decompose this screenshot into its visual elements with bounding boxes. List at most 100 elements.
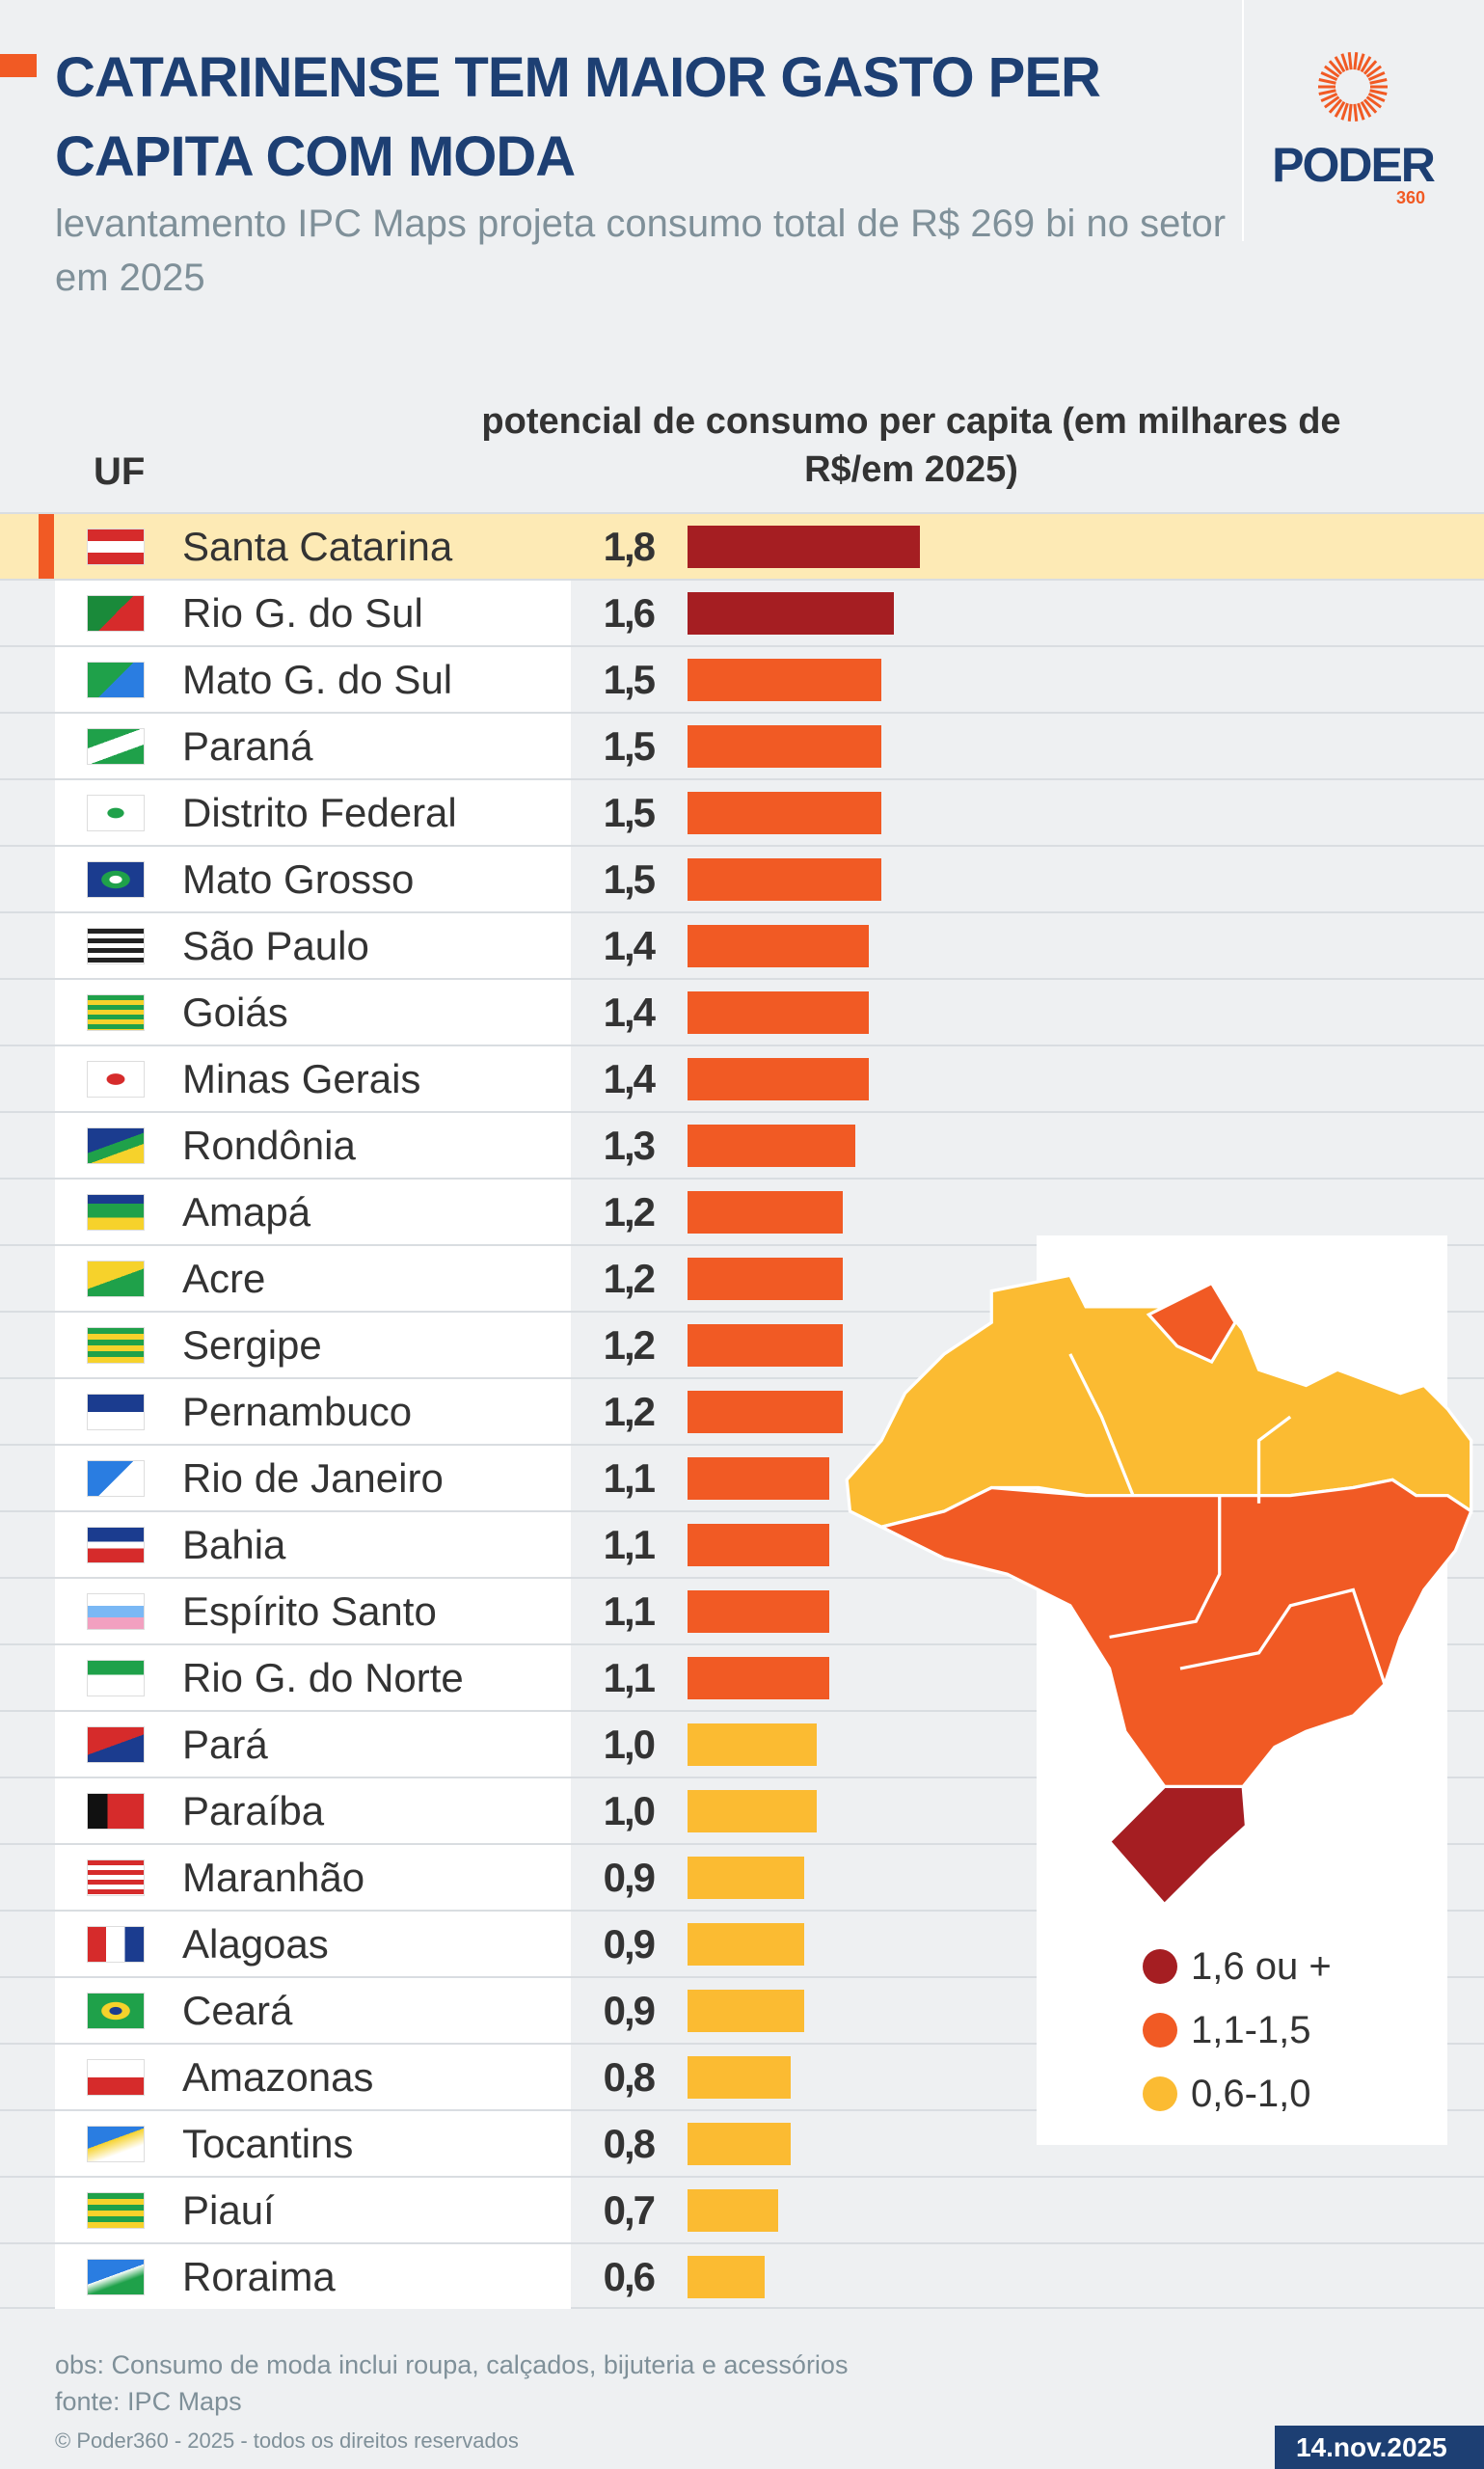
table-row: Rio G. do Norte 1,1 [0,1643,1484,1710]
state-flag-icon [87,928,145,964]
table-row: Paraná 1,5 [0,712,1484,778]
state-name: Acre [182,1256,266,1301]
state-name: Tocantins [182,2121,354,2166]
bar [688,991,869,1034]
state-flag-icon [87,1460,145,1497]
value-label: 0,9 [603,1988,656,2033]
value-label: 1,6 [603,590,656,636]
value-label: 0,8 [603,2121,656,2166]
bar [688,1391,843,1433]
table-row: Rio G. do Sul 1,6 [0,579,1484,645]
state-name: Paraíba [182,1788,325,1833]
bar [688,1324,843,1367]
state-flag-icon [87,1394,145,1430]
state-flag-icon [87,861,145,898]
legend-label: 1,6 ou + [1191,1945,1332,1988]
value-label: 1,3 [603,1123,656,1168]
bar [688,1857,804,1899]
state-name: Maranhão [182,1855,365,1900]
state-flag-icon [87,1261,145,1297]
state-name: Paraná [182,723,313,769]
state-flag-icon [87,1726,145,1763]
state-flag-icon [87,2059,145,2096]
legend-item: 1,6 ou + [1143,1944,1332,1989]
sun-icon [1318,52,1388,122]
state-name: Amapá [182,1189,311,1234]
value-label: 1,8 [603,524,656,569]
title-accent [0,54,37,77]
value-label: 1,4 [603,990,656,1035]
footnote-source: fonte: IPC Maps [55,2387,242,2416]
table-row: Minas Gerais 1,4 [0,1045,1484,1111]
state-name: Ceará [182,1988,293,2033]
state-name: Rondônia [182,1123,356,1168]
bar [688,1723,817,1766]
bar [688,1125,856,1167]
state-flag-icon [87,1859,145,1896]
state-name: Mato G. do Sul [182,657,453,702]
legend-label: 1,1-1,5 [1191,2009,1311,2051]
footnote-obs: obs: Consumo de moda inclui roupa, calça… [55,2350,849,2379]
bar [688,1923,804,1966]
table-row: Distrito Federal 1,5 [0,778,1484,845]
map-border [1256,1415,1292,1504]
table-row: Amapá 1,2 [0,1178,1484,1244]
value-label: 0,9 [603,1855,656,1900]
table-row: Paraíba 1,0 [0,1777,1484,1843]
state-flag-icon [87,1327,145,1364]
bar [688,725,881,768]
state-name: Rio G. do Sul [182,590,423,636]
state-name: São Paulo [182,923,369,968]
value-label: 0,6 [603,2254,656,2299]
bar [688,792,881,834]
value-label: 0,7 [603,2187,656,2233]
state-name: Distrito Federal [182,790,457,835]
bar [688,1990,804,2032]
page-title: CATARINENSE TEM MAIOR GASTO PER CAPITA C… [55,46,1101,188]
state-flag-icon [87,994,145,1031]
bar [688,2123,792,2165]
state-flag-icon [87,1527,145,1563]
map-border [1179,1587,1387,1685]
bar [688,1058,869,1100]
value-label: 1,1 [603,1588,656,1634]
state-flag-icon [87,795,145,831]
table-row: Pará 1,0 [0,1710,1484,1777]
state-flag-icon [87,1926,145,1963]
value-label: 1,4 [603,1056,656,1101]
legend-item: 0,6-1,0 [1143,2072,1311,2116]
value-label: 0,9 [603,1921,656,1967]
table-row: Sergipe 1,2 [0,1311,1484,1377]
brazil-map-panel: 1,6 ou + 1,1-1,5 0,6-1,0 [845,1235,1473,2145]
bar [688,592,895,635]
state-name: Espírito Santo [182,1588,437,1634]
state-name: Bahia [182,1522,286,1567]
map-region-low [845,1273,1473,1529]
state-name: Rio de Janeiro [182,1455,444,1501]
table-row: Amazonas 0,8 [0,2043,1484,2109]
state-name: Sergipe [182,1322,322,1368]
bar [688,659,881,701]
state-flag-icon [87,662,145,698]
value-label: 1,4 [603,923,656,968]
table-row: São Paulo 1,4 [0,911,1484,978]
table-row: Mato Grosso 1,5 [0,845,1484,911]
table-row: Espírito Santo 1,1 [0,1577,1484,1643]
state-flag-icon [87,1993,145,2029]
table-row: Goiás 1,4 [0,978,1484,1045]
state-flag-icon [87,1593,145,1630]
ranking-table: Santa Catarina 1,8 Rio G. do Sul 1,6 Mat… [0,512,1484,2309]
state-name: Roraima [182,2254,336,2299]
state-flag-icon [87,2126,145,2162]
table-row: Roraima 0,6 [0,2242,1484,2309]
table-row: Alagoas 0,9 [0,1910,1484,1976]
column-header-value: potencial de consumo per capita (em milh… [481,401,1341,490]
logo-word: PODER [1272,138,1436,192]
map-region-high [1107,1784,1249,1908]
value-label: 1,1 [603,1455,656,1501]
table-row: Santa Catarina 1,8 [0,512,1484,579]
state-flag-icon [87,1061,145,1098]
value-label: 0,8 [603,2054,656,2100]
value-label: 1,5 [603,657,656,702]
value-label: 1,2 [603,1189,656,1234]
